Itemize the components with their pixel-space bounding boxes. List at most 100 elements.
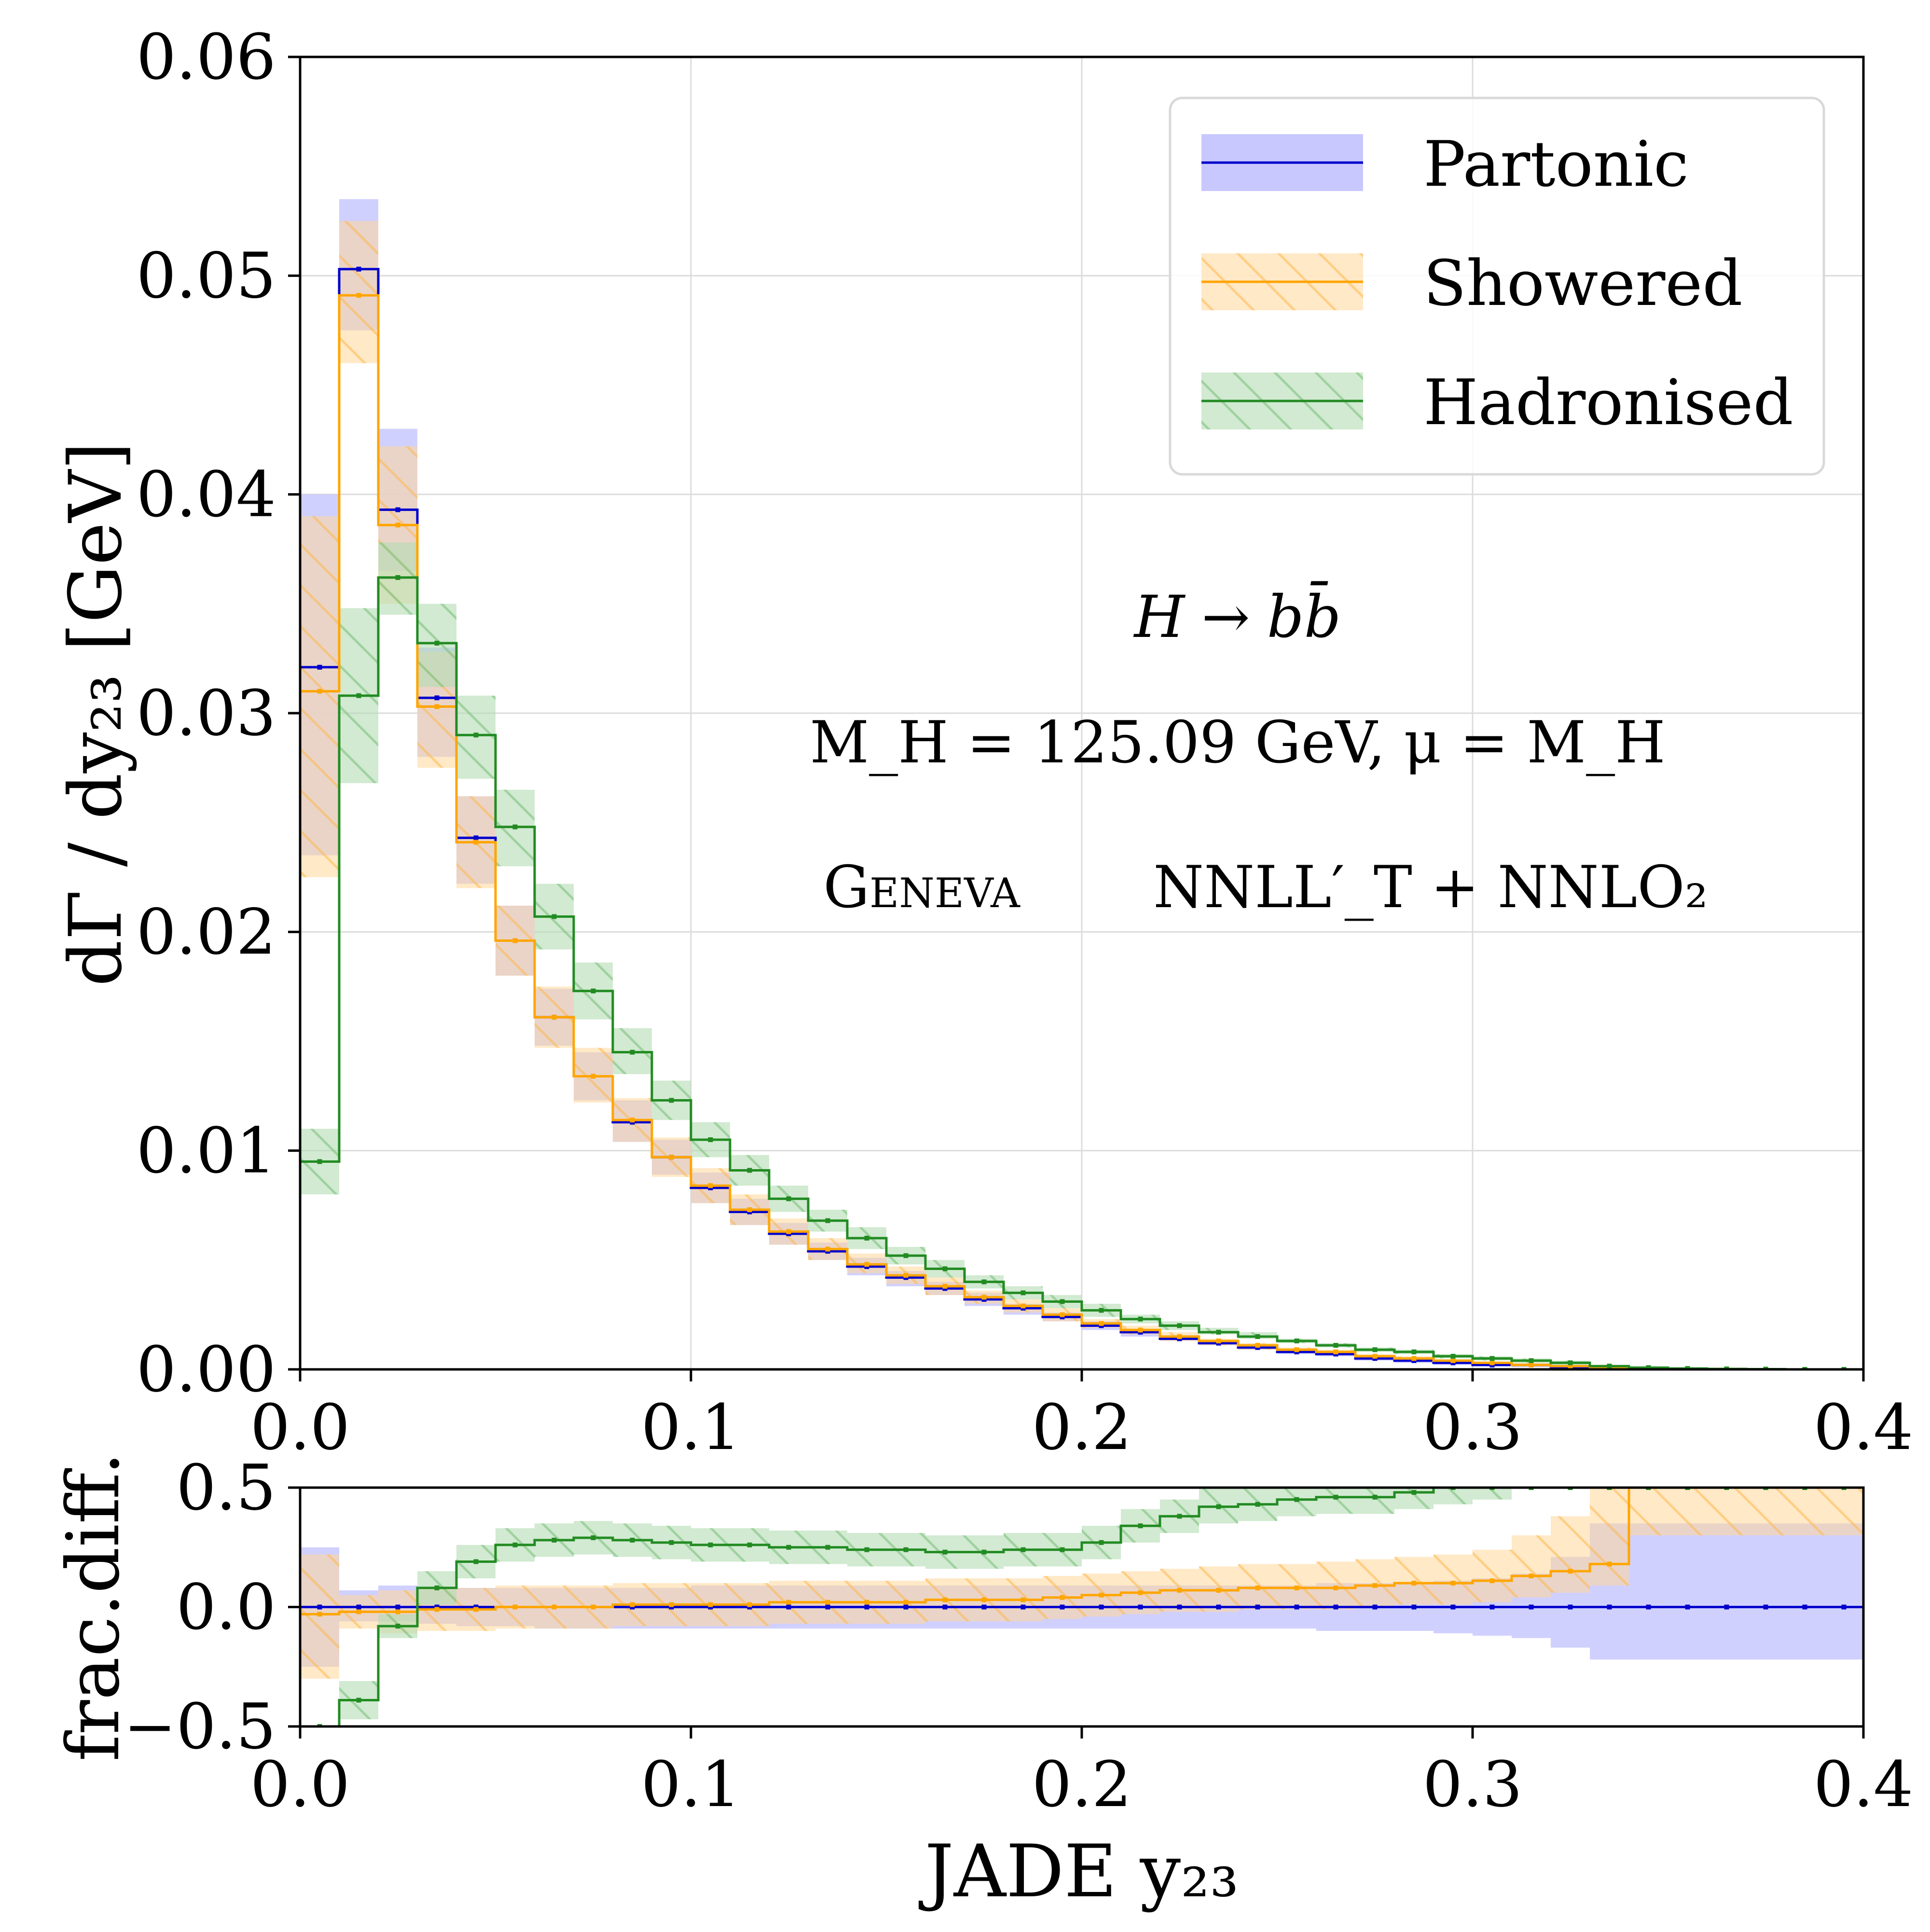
main-point-showered-0: [317, 689, 322, 694]
ratio-point-partonic-23: [1216, 1604, 1221, 1610]
annotation-block: H → bb̄ M_H = 125.09 GeV, μ = M_H Geneva N…: [810, 581, 1708, 921]
ratio-point-hadronised-14: [864, 1547, 869, 1552]
ratio-point-showered-32: [1568, 1569, 1573, 1574]
main-point-showered-1: [356, 293, 361, 298]
ratio-point-partonic-0: [317, 1604, 322, 1610]
ratio-point-hadronised-10: [708, 1542, 713, 1547]
ratio-point-showered-21: [1138, 1590, 1143, 1595]
ratio-point-showered-17: [981, 1597, 987, 1602]
main-y-tick-label-5: 0.05: [137, 239, 276, 312]
main-y-tick-label-4: 0.04: [137, 458, 276, 531]
ratio-point-hadronised-18: [1020, 1547, 1026, 1552]
ratio-point-hadronised-6: [551, 1537, 557, 1543]
main-y-tick-label-0: 0.00: [137, 1333, 276, 1406]
main-ticks: 0.0 0.1 0.2 0.3 0.4 0.00 0.01 0.02 0.03 0.04 0.05 0…: [137, 20, 1914, 1464]
ratio-point-showered-9: [669, 1602, 674, 1607]
main-point-hadronised-4: [473, 732, 479, 738]
ratio-point-showered-26: [1333, 1585, 1338, 1590]
main-point-showered-13: [825, 1246, 830, 1252]
legend-label-hadronised: Hadronised: [1423, 366, 1793, 439]
annotation-accuracy: NNLL′_T + NNLO₂: [1153, 854, 1708, 921]
ratio-point-showered-25: [1294, 1585, 1299, 1590]
main-point-showered-31: [1529, 1362, 1534, 1367]
ratio-y-tick-label-0: −0.5: [124, 1690, 276, 1763]
annotation-generator: Geneva: [823, 854, 1020, 921]
main-point-hadronised-5: [512, 824, 518, 829]
ratio-point-hadronised-17: [981, 1549, 987, 1555]
ratio-point-showered-33: [1607, 1561, 1612, 1567]
main-point-showered-23: [1216, 1339, 1221, 1344]
ratio-point-hadronised-4: [473, 1559, 479, 1564]
main-point-showered-26: [1333, 1349, 1338, 1354]
ratio-point-hadronised-9: [669, 1540, 674, 1545]
ratio-point-showered-5: [512, 1604, 518, 1610]
ratio-y-tick-label-2: 0.5: [176, 1451, 276, 1524]
main-point-showered-9: [669, 1155, 674, 1160]
main-point-showered-12: [786, 1229, 791, 1234]
ratio-point-showered-31: [1529, 1573, 1534, 1579]
ratio-point-partonic-21: [1138, 1604, 1143, 1610]
ratio-band-showered-34: [1629, 1488, 1668, 1535]
ratio-band-hadronised-26: [1316, 1488, 1355, 1514]
ratio-point-hadronised-15: [903, 1547, 909, 1552]
ratio-line-showered: [300, 1488, 1863, 1615]
main-point-showered-20: [1099, 1321, 1104, 1326]
main-point-hadronised-19: [1060, 1299, 1065, 1304]
ratio-point-showered-16: [942, 1597, 948, 1602]
ratio-point-hadronised-28: [1411, 1490, 1417, 1495]
ratio-point-hadronised-7: [591, 1535, 596, 1540]
ratio-point-partonic-27: [1372, 1604, 1378, 1610]
ratio-point-partonic-35: [1685, 1604, 1690, 1610]
ratio-point-partonic-31: [1529, 1604, 1534, 1610]
main-point-showered-2: [395, 523, 400, 528]
ratio-point-partonic-39: [1841, 1604, 1847, 1610]
main-point-showered-17: [981, 1295, 987, 1300]
ratio-point-hadronised-16: [942, 1549, 948, 1555]
ratio-point-hadronised-25: [1294, 1497, 1299, 1502]
ratio-point-hadronised-11: [747, 1542, 752, 1547]
main-point-hadronised-37: [1763, 1366, 1768, 1369]
ratio-point-partonic-24: [1255, 1604, 1260, 1610]
main-y-axis-title: dΓ / dy₂₃ [GeV]: [54, 442, 138, 987]
main-point-hadronised-26: [1333, 1343, 1338, 1348]
main-point-showered-10: [708, 1183, 713, 1188]
main-point-hadronised-10: [708, 1137, 713, 1142]
main-point-hadronised-30: [1489, 1356, 1495, 1361]
main-point-hadronised-1: [356, 693, 361, 698]
ratio-point-showered-6: [551, 1604, 557, 1610]
ratio-point-showered-4: [473, 1607, 479, 1612]
main-point-hadronised-8: [630, 1049, 635, 1055]
main-point-showered-29: [1450, 1358, 1456, 1363]
main-point-hadronised-32: [1568, 1360, 1573, 1366]
ratio-point-showered-30: [1489, 1578, 1495, 1584]
main-y-tick-label-2: 0.02: [137, 895, 276, 968]
ratio-point-partonic-33: [1607, 1604, 1612, 1610]
ratio-band-partonic-36: [1707, 1523, 1746, 1660]
ratio-point-partonic-1: [356, 1604, 361, 1610]
ratio-band-showered-32: [1551, 1516, 1590, 1593]
main-point-hadronised-33: [1607, 1364, 1612, 1369]
main-point-showered-14: [864, 1262, 869, 1267]
ratio-point-hadronised-22: [1177, 1514, 1182, 1519]
main-point-showered-28: [1411, 1356, 1417, 1361]
ratio-point-hadronised-12: [786, 1545, 791, 1550]
ratio-point-showered-7: [591, 1604, 596, 1610]
main-point-hadronised-12: [786, 1196, 791, 1201]
ratio-bands: [300, 1488, 1863, 1720]
ratio-point-hadronised-13: [825, 1545, 830, 1550]
ratio-point-showered-13: [825, 1600, 830, 1605]
main-point-partonic-4: [473, 835, 479, 841]
main-x-tick-label-4: 0.4: [1814, 1391, 1914, 1464]
ratio-point-hadronised-5: [512, 1542, 518, 1547]
main-point-hadronised-3: [434, 640, 440, 646]
main-y-tick-label-1: 0.01: [137, 1114, 276, 1187]
annotation-mass: M_H = 125.09 GeV, μ = M_H: [810, 709, 1666, 776]
main-point-hadronised-16: [942, 1266, 948, 1271]
ratio-point-showered-18: [1020, 1597, 1026, 1602]
main-point-showered-7: [591, 1074, 596, 1079]
ratio-point-hadronised-26: [1333, 1494, 1338, 1500]
main-band-showered-1: [339, 221, 378, 363]
main-point-hadronised-17: [981, 1279, 987, 1284]
ratio-point-hadronised-27: [1372, 1494, 1378, 1500]
ratio-point-showered-20: [1099, 1592, 1104, 1598]
